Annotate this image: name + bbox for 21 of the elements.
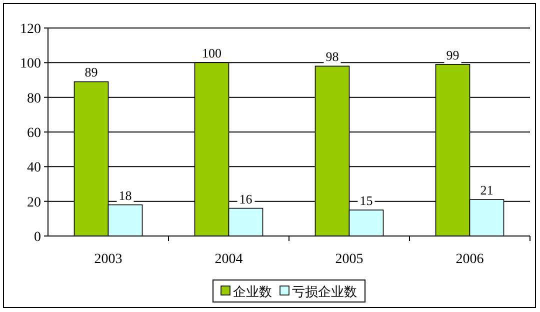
data-label: 100 — [202, 46, 222, 61]
data-label: 99 — [446, 47, 460, 62]
legend-label: 亏损企业数 — [292, 284, 357, 299]
data-label: 98 — [326, 49, 339, 64]
data-label: 21 — [480, 182, 494, 198]
y-tick-label: 60 — [27, 126, 41, 141]
x-tick-label: 2005 — [335, 252, 364, 267]
y-tick-label: 100 — [20, 56, 41, 72]
y-tick-label: 80 — [27, 91, 41, 106]
x-tick-label: 2006 — [456, 252, 484, 267]
x-tick-label: 2004 — [214, 252, 243, 267]
legend-label: 企业数 — [233, 284, 272, 299]
data-label: 15 — [360, 193, 373, 208]
data-label: 18 — [118, 188, 132, 203]
y-tick-label: 0 — [34, 230, 41, 245]
y-tick-label: 120 — [20, 22, 41, 37]
data-label: 89 — [84, 64, 98, 80]
data-label: 16 — [239, 191, 253, 206]
y-tick-label: 40 — [27, 160, 41, 176]
y-tick-label: 20 — [27, 195, 41, 210]
x-tick-label: 2003 — [94, 252, 122, 267]
